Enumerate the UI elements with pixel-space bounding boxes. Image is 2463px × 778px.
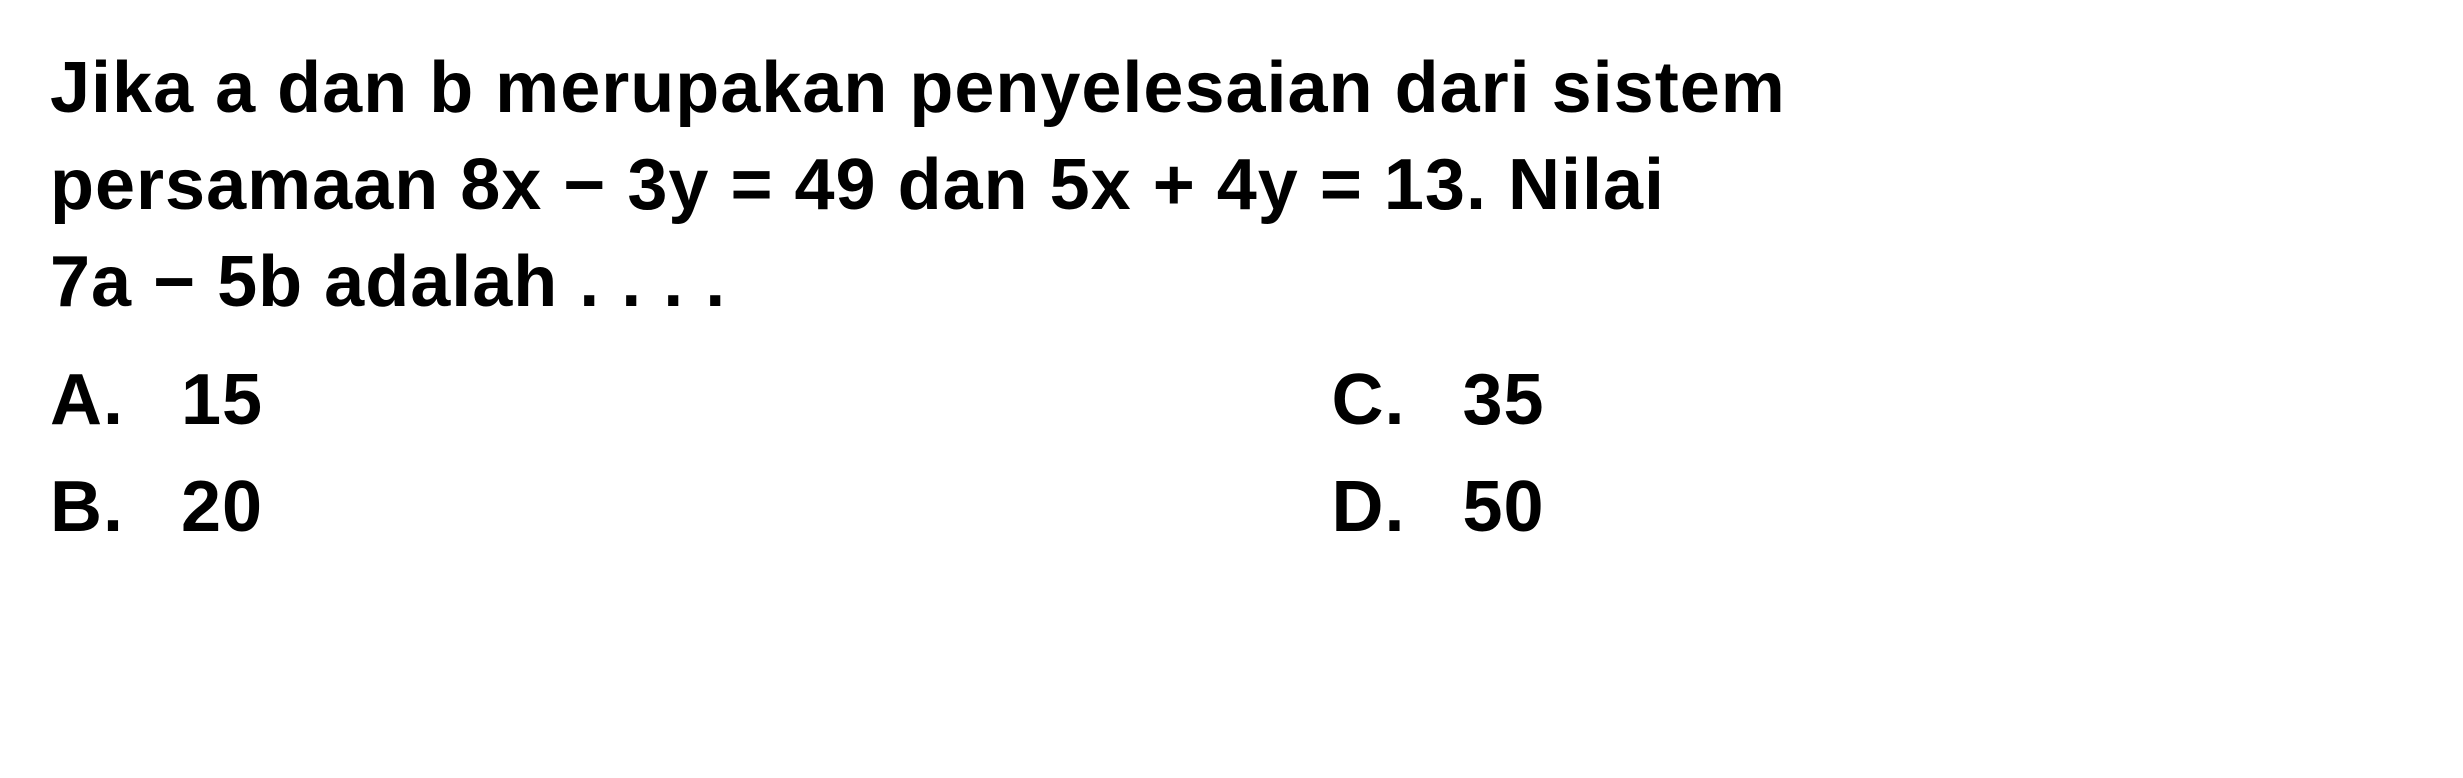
question-line-3: 7a − 5b adalah . . . . [50,234,2413,331]
option-c: C. 35 [1332,352,2414,449]
option-b: B. 20 [50,459,1132,556]
option-b-value: 20 [181,467,263,547]
option-a-value: 15 [181,360,263,440]
options-container: A. 15 C. 35 B. 20 D. 50 [50,352,2413,556]
option-a-label: A. [50,352,160,449]
question-line-1: Jika a dan b merupakan penyelesaian dari… [50,40,2413,137]
question-line-2: persamaan 8x − 3y = 49 dan 5x + 4y = 13.… [50,137,2413,234]
option-b-label: B. [50,459,160,556]
option-d: D. 50 [1332,459,2414,556]
option-d-label: D. [1332,459,1442,556]
option-c-value: 35 [1463,360,1545,440]
option-a: A. 15 [50,352,1132,449]
option-d-value: 50 [1463,467,1545,547]
option-c-label: C. [1332,352,1442,449]
question-text: Jika a dan b merupakan penyelesaian dari… [50,40,2413,332]
